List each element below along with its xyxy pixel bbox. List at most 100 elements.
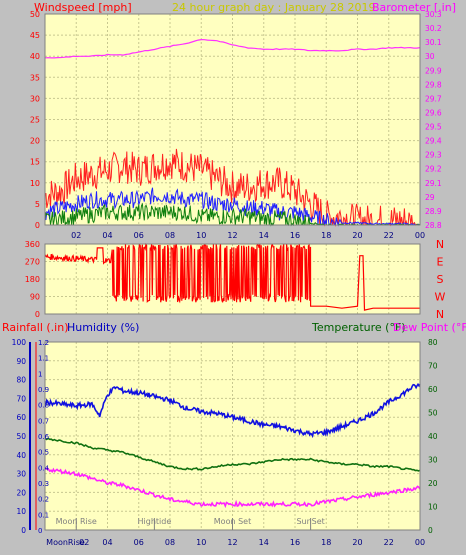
- barometer-y-tick-label: 30.1: [425, 38, 442, 47]
- wind-x-tick-label: 08: [165, 231, 175, 240]
- humidity-y-tick-label: 70: [16, 394, 26, 403]
- direction-y-tick-label: 360: [25, 240, 40, 249]
- barometer-y-tick-label: 29.2: [425, 165, 442, 174]
- barometer-y-tick-label: 29.4: [425, 137, 442, 146]
- humidity-x-tick-label: 06: [134, 538, 144, 547]
- temperature-label: Temperature (°F): [311, 321, 406, 334]
- direction-border: [44, 243, 421, 315]
- wind-gust-line: [44, 148, 421, 227]
- direction-y-tick-label: 270: [25, 258, 40, 267]
- barometer-y-tick-label: 29.5: [425, 123, 442, 132]
- event-label: Hightide: [138, 517, 172, 526]
- wind-x-tick-label: 18: [321, 231, 331, 240]
- wind-y-tick-label: 25: [30, 116, 40, 125]
- direction-y-tick-label: 90: [30, 293, 40, 302]
- wind-avg-line: [44, 187, 421, 227]
- humidity-y-tick-label: 0: [21, 526, 26, 535]
- compass-label: E: [437, 256, 444, 269]
- barometer-y-tick-label: 30: [425, 52, 435, 61]
- event-label: SunSet: [296, 517, 324, 526]
- wind-x-tick-label: 06: [134, 231, 144, 240]
- wind-x-tick-label: 02: [71, 231, 81, 240]
- wind-y-tick-label: 10: [30, 179, 40, 188]
- wind-y-tick-label: 35: [30, 73, 40, 82]
- barometer-y-tick-label: 29.9: [425, 66, 442, 75]
- rainfall-y-tick-label: 0.3: [38, 480, 49, 488]
- rainfall-y-tick-label: 0.6: [38, 433, 50, 441]
- temperature-y-tick-label: 40: [428, 432, 438, 441]
- rainfall-y-tick-label: 0.2: [38, 496, 49, 504]
- wind-y-tick-label: 20: [30, 137, 40, 146]
- humidity-x-tick-label: 22: [384, 538, 394, 547]
- wind-x-tick-label: 04: [102, 231, 112, 240]
- temperature-y-tick-label: 60: [428, 385, 438, 394]
- wind-x-tick-label: 10: [196, 231, 206, 240]
- windspeed-label: Windspeed [mph]: [34, 1, 132, 14]
- barometer-y-tick-label: 30.3: [425, 10, 442, 19]
- compass-label: W: [435, 291, 446, 304]
- wind-direction-line: [44, 242, 420, 311]
- humidity-label: Humidity (%): [67, 321, 139, 334]
- wind-y-tick-label: 45: [30, 31, 40, 40]
- rainfall-y-tick-label: 0.4: [38, 464, 50, 472]
- dewpoint-line: [44, 467, 421, 509]
- barometer-y-tick-label: 30.2: [425, 24, 442, 33]
- direction-y-tick-label: 180: [25, 275, 40, 284]
- barometer-y-tick-label: 28.8: [425, 221, 442, 230]
- wind-y-tick-label: 5: [35, 200, 40, 209]
- humidity-line: [44, 382, 421, 439]
- rainfall-label: Rainfall (.in): [2, 321, 69, 334]
- wind-x-tick-label: 14: [259, 231, 269, 240]
- dewpoint-label: Dew Point (°F): [393, 321, 466, 334]
- temperature-y-tick-label: 50: [428, 409, 438, 418]
- compass-label: N: [436, 308, 444, 321]
- humidity-x-tick-label: 20: [352, 538, 362, 547]
- rainfall-y-tick-label: 0.1: [38, 511, 49, 519]
- direction-y-tick-label: 0: [35, 310, 40, 319]
- wind-y-tick-label: 50: [30, 10, 40, 19]
- humidity-y-tick-label: 50: [16, 432, 26, 441]
- wind-x-tick-label: 00: [415, 231, 425, 240]
- bottom-event-label: MoonRise: [46, 538, 85, 547]
- wind-y-tick-label: 30: [30, 94, 40, 103]
- barometer-y-tick-label: 28.9: [425, 207, 442, 216]
- event-label: Moon Rise: [56, 517, 97, 526]
- compass-label: N: [436, 238, 444, 251]
- humidity-border: [44, 341, 421, 531]
- grid-layer: [45, 13, 421, 531]
- series-layer: [44, 38, 421, 509]
- wind-y-tick-label: 40: [30, 52, 40, 61]
- temperature-y-tick-label: 70: [428, 362, 438, 371]
- temperature-y-tick-label: 30: [428, 456, 438, 465]
- humidity-y-tick-label: 80: [16, 376, 26, 385]
- barometer-label: Barometer [.in]: [372, 1, 456, 14]
- humidity-x-tick-label: 16: [290, 538, 300, 547]
- wind-border: [44, 13, 421, 226]
- humidity-x-tick-label: 04: [102, 538, 112, 547]
- barometer-y-tick-label: 29.3: [425, 151, 442, 160]
- humidity-x-tick-label: 14: [259, 538, 269, 547]
- temperature-y-tick-label: 80: [428, 338, 438, 347]
- event-label: Moon Set: [214, 517, 251, 526]
- graph-title: 24 hour graph day : January 28 2019: [172, 1, 376, 14]
- wind-y-tick-label: 15: [30, 158, 40, 167]
- rainfall-y-tick-label: 0.9: [38, 386, 49, 394]
- humidity-y-tick-label: 10: [16, 507, 26, 516]
- wind-x-tick-label: 16: [290, 231, 300, 240]
- humidity-x-tick-label: 08: [165, 538, 175, 547]
- wind-x-tick-label: 22: [384, 231, 394, 240]
- barometer-y-tick-label: 29: [425, 193, 435, 202]
- rainfall-y-tick-label: 0.8: [38, 402, 49, 410]
- humidity-y-tick-label: 100: [12, 338, 27, 347]
- temperature-y-tick-label: 10: [428, 503, 438, 512]
- wind-y-tick-label: 0: [35, 221, 40, 230]
- barometer-line: [44, 38, 421, 59]
- wind-x-tick-label: 20: [352, 231, 362, 240]
- compass-label: S: [437, 273, 444, 286]
- humidity-x-tick-label: 18: [321, 538, 331, 547]
- humidity-y-tick-label: 60: [16, 413, 26, 422]
- humidity-y-tick-label: 90: [16, 357, 26, 366]
- humidity-x-tick-label: 10: [196, 538, 206, 547]
- rainfall-y-tick-label: 1.2: [38, 339, 49, 347]
